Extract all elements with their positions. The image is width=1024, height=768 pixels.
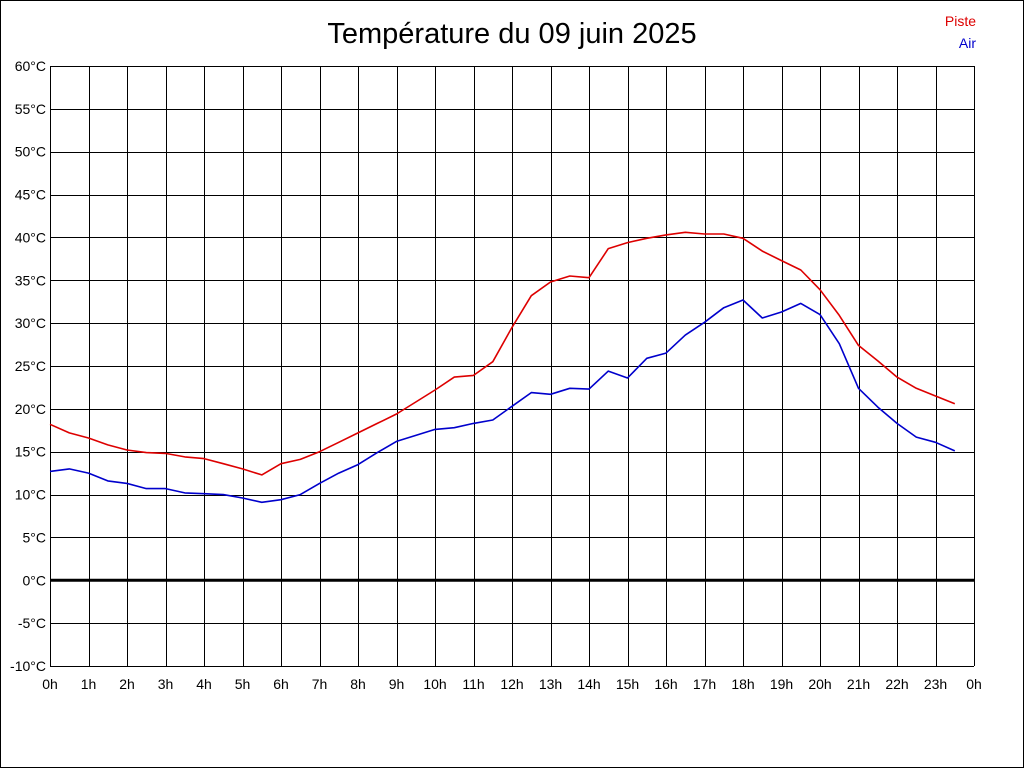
x-tick-label: 3h bbox=[158, 676, 174, 692]
x-tick-label: 0h bbox=[42, 676, 58, 692]
x-tick-label: 20h bbox=[808, 676, 831, 692]
x-tick-label: 0h bbox=[966, 676, 982, 692]
x-tick-label: 16h bbox=[654, 676, 677, 692]
y-tick-label: 40°C bbox=[15, 229, 46, 245]
legend-piste: Piste bbox=[944, 13, 976, 29]
x-tick-label: 5h bbox=[235, 676, 251, 692]
x-tick-label: 4h bbox=[196, 676, 212, 692]
y-tick-label: 45°C bbox=[15, 187, 46, 203]
series-line-air bbox=[49, 299, 956, 504]
x-tick-label: 2h bbox=[119, 676, 135, 692]
x-tick-label: 1h bbox=[81, 676, 97, 692]
x-tick-label: 21h bbox=[847, 676, 870, 692]
x-tick-label: 12h bbox=[500, 676, 523, 692]
x-tick-label: 11h bbox=[462, 676, 484, 692]
x-tick-label: 15h bbox=[616, 676, 639, 692]
y-tick-label: 55°C bbox=[15, 101, 46, 117]
x-tick-label: 18h bbox=[731, 676, 754, 692]
legend-air: Air bbox=[958, 35, 976, 51]
x-tick-label: 7h bbox=[312, 676, 328, 692]
x-tick-label: 9h bbox=[389, 676, 405, 692]
x-tick-label: 8h bbox=[350, 676, 366, 692]
y-tick-label: -10°C bbox=[10, 658, 46, 674]
chart-title: Température du 09 juin 2025 bbox=[327, 18, 697, 50]
x-tick-label: 14h bbox=[577, 676, 600, 692]
y-tick-label: 25°C bbox=[15, 358, 46, 374]
series-line-piste bbox=[49, 231, 956, 476]
x-tick-label: 22h bbox=[885, 676, 908, 692]
x-tick-label: 23h bbox=[924, 676, 947, 692]
x-tick-label: 6h bbox=[273, 676, 289, 692]
y-tick-label: -5°C bbox=[18, 615, 46, 631]
x-tick-label: 13h bbox=[539, 676, 562, 692]
y-tick-label: 50°C bbox=[15, 144, 46, 160]
y-tick-label: 5°C bbox=[23, 529, 47, 545]
y-tick-label: 15°C bbox=[15, 444, 46, 460]
y-tick-label: 60°C bbox=[15, 58, 46, 74]
x-tick-label: 19h bbox=[770, 676, 793, 692]
y-tick-label: 0°C bbox=[23, 572, 47, 588]
y-tick-label: 35°C bbox=[15, 272, 46, 288]
y-tick-label: 30°C bbox=[15, 315, 46, 331]
y-tick-label: 10°C bbox=[15, 487, 46, 503]
y-tick-label: 20°C bbox=[15, 401, 46, 417]
x-tick-label: 10h bbox=[423, 676, 446, 692]
x-tick-label: 17h bbox=[693, 676, 716, 692]
